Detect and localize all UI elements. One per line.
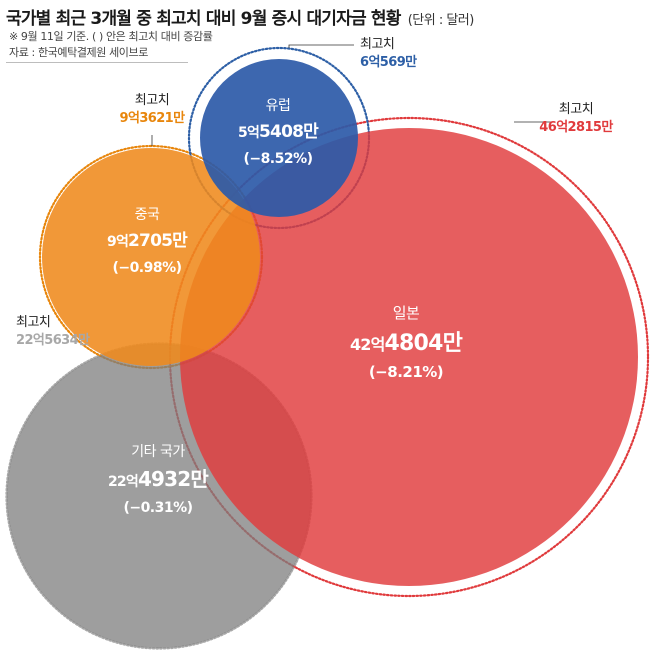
peak-value: 22억5634만 (16, 332, 90, 348)
peak-label: 최고치 (135, 93, 169, 108)
bubble-value-prefix: 22억 (108, 474, 138, 490)
header-divider (6, 62, 188, 63)
bubble-value-suffix: 4804만 (385, 331, 463, 356)
bubble-change: (−0.31%) (123, 500, 192, 516)
bubble-name: 중국 (135, 207, 160, 223)
peak-value: 6억569만 (360, 54, 417, 70)
bubble-change: (−8.52%) (243, 151, 312, 167)
bubble-value: 5억5408만 (238, 122, 319, 142)
peak-value: 46억2815만 (539, 119, 613, 135)
bubble-value-suffix: 5408만 (259, 122, 319, 142)
bubble-value: 9억2705만 (107, 231, 188, 251)
source-label: 자료 : 한국예탁결제원 세이브로 (9, 46, 148, 59)
bubble (42, 148, 260, 366)
peak-leader-line (288, 44, 354, 48)
bubble (200, 59, 358, 217)
footnote: ※ 9월 11일 기준. ( ) 안은 최고치 대비 증감률 (9, 30, 213, 43)
bubble-name: 유럽 (266, 98, 291, 114)
peak-label: 최고치 (16, 315, 50, 330)
unit-label: (단위 : 달러) (407, 13, 475, 28)
bubble-value: 42억4804만 (350, 331, 463, 356)
bubble-change: (−8.21%) (369, 363, 443, 381)
peak-value: 9억3621만 (120, 110, 186, 126)
bubble-value-prefix: 42억 (350, 335, 385, 354)
peak-label: 최고치 (360, 37, 394, 52)
peak-label: 최고치 (559, 102, 593, 117)
bubble (180, 128, 638, 586)
bubble-value-suffix: 4932만 (138, 467, 209, 491)
chart-title-text: 국가별 최근 3개월 중 최고치 대비 9월 증시 대기자금 현황 (6, 9, 401, 29)
bubble-name: 일본 (393, 304, 420, 322)
bubble-change: (−0.98%) (112, 260, 181, 276)
bubble-value-prefix: 9억 (107, 234, 128, 250)
chart-title: 국가별 최근 3개월 중 최고치 대비 9월 증시 대기자금 현황 (단위 : … (6, 4, 474, 29)
bubble-name: 기타 국가 (131, 444, 185, 460)
bubble-value: 22억4932만 (108, 467, 209, 491)
bubble-value-prefix: 5억 (238, 125, 259, 141)
bubble-value-suffix: 2705만 (128, 231, 188, 251)
